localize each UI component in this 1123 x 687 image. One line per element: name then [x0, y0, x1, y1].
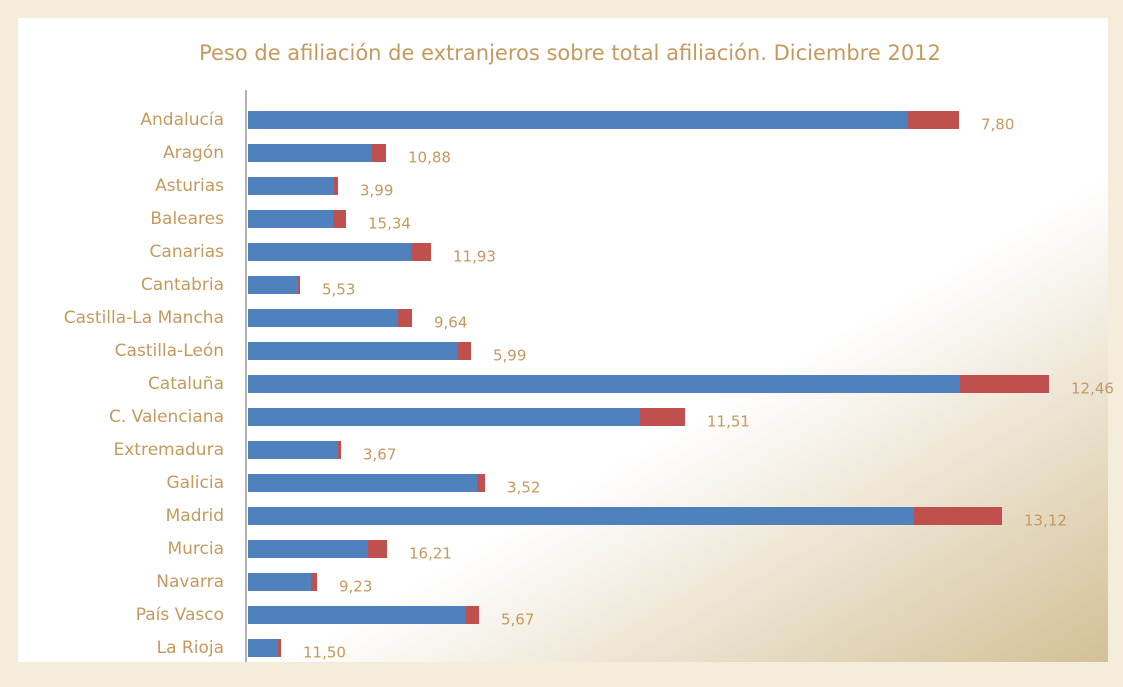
bar-segment [248, 243, 411, 261]
bar-segment [248, 177, 334, 195]
value-label: 12,46 [1071, 380, 1114, 398]
category-label: Castilla-La Mancha [64, 308, 224, 328]
bar-segment [398, 309, 412, 327]
value-label: 3,52 [507, 479, 540, 497]
bar-segment [248, 441, 338, 459]
bar-segment [372, 144, 386, 162]
category-label: País Vasco [136, 605, 224, 625]
category-label: Navarra [156, 572, 224, 592]
bar-segment [248, 573, 311, 591]
bar-segment [334, 177, 338, 195]
value-label: 11,50 [303, 644, 346, 662]
bar-segment [298, 276, 300, 294]
chart-title: Peso de afiliación de extranjeros sobre … [199, 41, 941, 65]
value-label: 13,12 [1024, 512, 1067, 530]
category-label: Andalucía [140, 110, 224, 130]
bar-segment [908, 111, 959, 129]
category-label: Cantabria [141, 275, 224, 295]
bar-segment [914, 507, 1002, 525]
value-label: 16,21 [409, 545, 452, 563]
bar-segment [458, 342, 471, 360]
bar-segment [640, 408, 685, 426]
value-label: 10,88 [408, 149, 451, 167]
bar-segment [248, 606, 466, 624]
value-label: 11,93 [453, 248, 496, 266]
bar-segment [960, 375, 1049, 393]
category-label: C. Valenciana [109, 407, 224, 427]
bar-segment [338, 441, 341, 459]
bar-segment [248, 540, 368, 558]
bar-segment [248, 342, 458, 360]
bar-segment [466, 606, 479, 624]
bar-segment [311, 573, 317, 591]
value-label: 3,99 [360, 182, 393, 200]
category-label: Aragón [163, 143, 224, 163]
value-label: 5,67 [501, 611, 534, 629]
category-label: Canarias [150, 242, 225, 262]
value-label: 9,64 [434, 314, 467, 332]
category-label: Madrid [166, 506, 224, 526]
value-label: 7,80 [981, 116, 1014, 134]
category-label: Murcia [167, 539, 224, 559]
bar-segment [248, 144, 372, 162]
bar-segment [248, 309, 398, 327]
bar-segment [248, 276, 298, 294]
category-label: Baleares [150, 209, 224, 229]
bar-segment [411, 243, 431, 261]
value-label: 11,51 [707, 413, 750, 431]
bar-segment [333, 210, 346, 228]
bar-segment [248, 210, 333, 228]
bar-segment [248, 474, 477, 492]
bar-segment [248, 408, 640, 426]
category-label: Castilla-León [115, 341, 224, 361]
bar-segment [248, 375, 960, 393]
bar-segment [368, 540, 387, 558]
category-label: Galicia [166, 473, 224, 493]
value-label: 15,34 [368, 215, 411, 233]
category-label: Extremadura [114, 440, 225, 460]
bar-segment [248, 507, 914, 525]
value-label: 9,23 [339, 578, 372, 596]
bar-segment [278, 639, 281, 657]
value-label: 5,53 [322, 281, 355, 299]
bar-segment [248, 111, 908, 129]
bar-segment [477, 474, 485, 492]
value-label: 5,99 [493, 347, 526, 365]
category-label: La Rioja [157, 638, 224, 658]
category-label: Asturias [155, 176, 224, 196]
bar-segment [248, 639, 278, 657]
value-label: 3,67 [363, 446, 396, 464]
category-label: Cataluña [148, 374, 224, 394]
